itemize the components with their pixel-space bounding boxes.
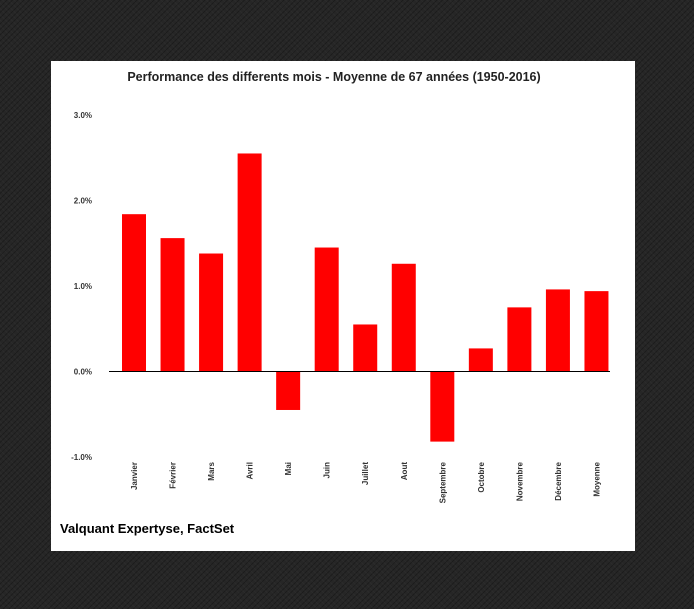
category-label: Mars [207, 461, 216, 480]
chart-card: Performance des differents mois - Moyenn… [51, 61, 635, 551]
bar-mars [199, 253, 224, 372]
bar-juillet [353, 324, 378, 372]
y-tick-label: 0.0% [74, 368, 92, 377]
bar-janvier [122, 214, 146, 372]
bar-octobre [468, 348, 493, 372]
category-label: Octobre [477, 461, 486, 492]
bar-juin [314, 247, 339, 372]
bar-aout [391, 263, 416, 372]
category-label: Janvier [130, 462, 139, 490]
y-tick-label: 3.0% [74, 111, 92, 120]
category-label: Juillet [361, 462, 370, 485]
bar-avril [237, 153, 262, 372]
bar-décembre [545, 289, 570, 372]
bar-novembre [507, 307, 532, 372]
category-label: Avril [246, 462, 255, 480]
y-tick-label: 1.0% [74, 282, 92, 291]
category-label: Septembre [438, 461, 447, 503]
bar-février [160, 238, 185, 372]
bar-chart: Performance des differents mois - Moyenn… [71, 70, 610, 503]
category-label: Mai [284, 462, 293, 475]
bars [122, 153, 609, 442]
source-note: Valquant Expertyse, FactSet [60, 521, 235, 536]
bar-moyenne [584, 291, 609, 372]
y-axis-ticks: 3.0% 2.0% 1.0% 0.0% -1.0% [71, 111, 92, 462]
category-label: Décembre [554, 461, 563, 500]
category-label: Novembre [515, 461, 524, 501]
category-label: Juin [323, 462, 332, 479]
category-label: Moyenne [592, 461, 601, 496]
bar-septembre [430, 371, 455, 442]
category-label: Aout [400, 462, 409, 481]
y-tick-label: -1.0% [71, 453, 92, 462]
chart-title: Performance des differents mois - Moyenn… [127, 70, 540, 84]
y-tick-label: 2.0% [74, 197, 92, 206]
category-label: Février [169, 462, 178, 489]
category-labels: Janvier Février Mars Avril Mai Juin Juillet Aou… [130, 461, 601, 503]
bar-mai [276, 371, 301, 410]
